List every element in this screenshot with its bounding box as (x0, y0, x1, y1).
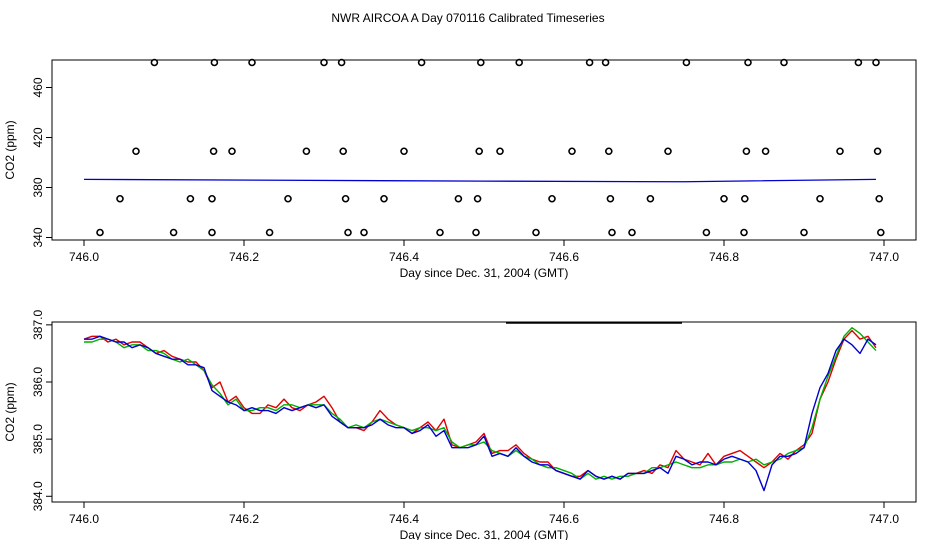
y-tick-label: 380 (31, 177, 45, 197)
scatter-point (473, 194, 482, 203)
scatter-point (150, 58, 159, 67)
scatter-point (628, 228, 636, 237)
y-tick-label: 386.0 (31, 367, 45, 397)
scatter-point (515, 58, 524, 67)
plot-frame (51, 59, 917, 241)
scatter-point (302, 147, 311, 156)
scatter-point (740, 228, 748, 237)
scatter-point (742, 147, 751, 156)
x-tick-label: 746.4 (389, 512, 419, 526)
scatter-point (380, 194, 388, 203)
scatter-point (682, 58, 691, 67)
top-scatter-panel: 746.0 746.2 746.4 746.6 746.8 747.0 340 380 420 4… (3, 58, 917, 280)
scatter-point (740, 194, 749, 203)
scatter-point (664, 147, 672, 156)
scatter-point (116, 194, 124, 203)
series-line-red (83, 329, 877, 480)
x-tick-label: 746.2 (229, 512, 259, 526)
x-axis-label: Day since Dec. 31, 2004 (GMT) (400, 266, 569, 280)
scatter-point (400, 147, 408, 156)
scatter-point (320, 58, 328, 67)
x-tick-label: 746.6 (549, 250, 579, 264)
y-tick-label: 384.0 (31, 481, 45, 511)
scatter-point (532, 228, 540, 237)
x-tick-label: 746.8 (709, 250, 739, 264)
scatter-point (836, 147, 844, 156)
scatter-point (417, 58, 426, 67)
scatter-point (800, 228, 808, 237)
scatter-point (816, 194, 824, 203)
y-axis-label: CO2 (ppm) (3, 382, 17, 441)
scatter-point (96, 228, 104, 237)
scatter-point (208, 228, 216, 237)
scatter-point (496, 147, 504, 156)
scatter-point (341, 194, 350, 203)
scatter-point (265, 228, 274, 237)
scatter-point (720, 194, 728, 203)
x-tick-label: 746.8 (709, 512, 739, 526)
scatter-point (854, 58, 863, 67)
y-tick-label: 420 (31, 127, 45, 147)
scatter-point (169, 228, 178, 237)
y-tick-label: 460 (31, 77, 45, 97)
scatter-point (606, 194, 615, 203)
scatter-point (472, 228, 480, 237)
scatter-point (646, 194, 655, 203)
scatter-point (436, 228, 444, 237)
x-tick-label: 746.6 (549, 512, 579, 526)
scatter-point (601, 58, 610, 67)
series-line-green (84, 327, 877, 480)
scatter-point (568, 147, 576, 156)
scatter-point (248, 58, 256, 67)
scatter-point (284, 194, 292, 203)
scatter-point (344, 228, 352, 237)
scatter-point (761, 147, 770, 156)
x-tick-label: 747.0 (869, 512, 899, 526)
scatter-point (873, 147, 882, 156)
scatter-point (608, 228, 616, 237)
scatter-point (228, 147, 236, 156)
scatter-point (339, 147, 348, 156)
scatter-point (454, 194, 463, 203)
scatter-point (548, 194, 556, 203)
scatter-point (337, 58, 346, 67)
y-tick-label: 387.0 (31, 310, 45, 340)
scatter-point (475, 147, 484, 156)
bottom-line-panel: 746.0 746.2 746.4 746.6 746.8 747.0 384.0 385.0… (3, 310, 917, 542)
x-tick-label: 746.0 (69, 250, 99, 264)
plot-frame (51, 321, 917, 503)
scatter-point (210, 58, 219, 67)
y-tick-label: 340 (31, 227, 45, 247)
series-line-mean (83, 178, 877, 183)
x-tick-label: 746.0 (69, 512, 99, 526)
scatter-point (209, 147, 218, 156)
y-axis-label: CO2 (ppm) (3, 120, 17, 179)
scatter-point (780, 58, 788, 67)
x-tick-label: 746.2 (229, 250, 259, 264)
y-tick-label: 385.0 (31, 424, 45, 454)
chart-title: NWR AIRCOA A Day 070116 Calibrated Times… (331, 11, 604, 25)
scatter-point (872, 58, 880, 67)
scatter-point (744, 58, 752, 67)
scatter-point (876, 228, 885, 237)
scatter-point (702, 228, 711, 237)
x-tick-label: 746.4 (389, 250, 419, 264)
scatter-point (208, 194, 216, 203)
scatter-point (360, 228, 368, 237)
x-tick-label: 747.0 (869, 250, 899, 264)
series-line-blue (84, 335, 877, 492)
x-axis-label: Day since Dec. 31, 2004 (GMT) (400, 528, 569, 540)
scatter-point (132, 147, 140, 156)
scatter-point (476, 58, 485, 67)
scatter-point (875, 194, 884, 203)
scatter-point (604, 147, 613, 156)
scatter-point (585, 58, 594, 67)
scatter-point (186, 194, 195, 203)
